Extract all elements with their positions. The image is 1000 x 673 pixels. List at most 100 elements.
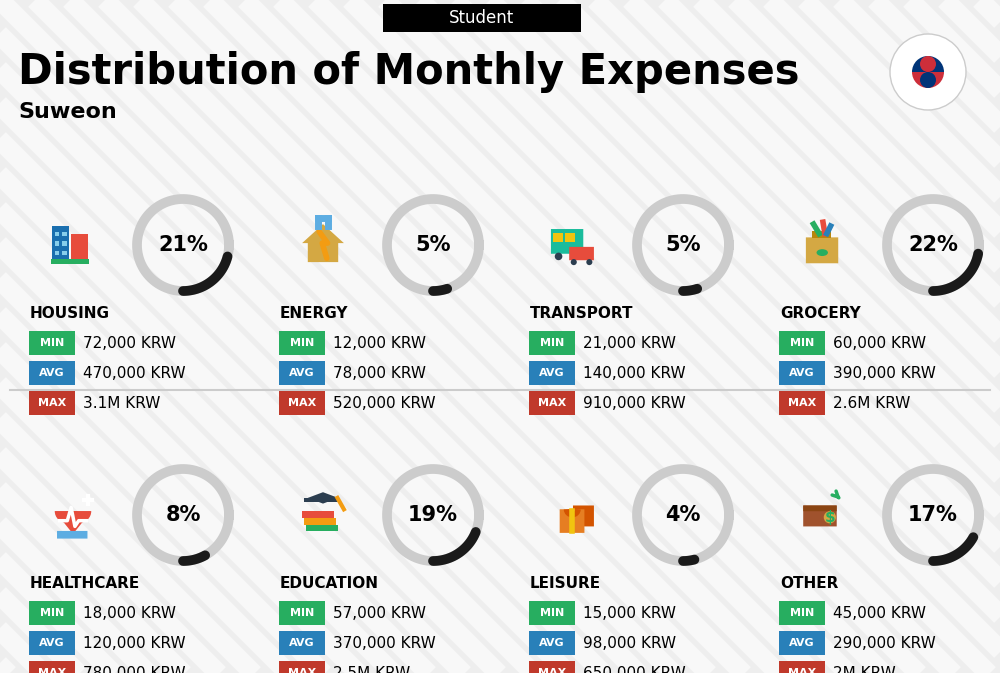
Text: MIN: MIN: [540, 608, 564, 618]
Text: 2M KRW: 2M KRW: [833, 666, 896, 673]
FancyBboxPatch shape: [551, 229, 583, 254]
Circle shape: [920, 72, 936, 88]
Text: EDUCATION: EDUCATION: [280, 575, 379, 590]
Text: $: $: [825, 509, 835, 525]
Wedge shape: [912, 72, 944, 88]
Text: AVG: AVG: [39, 638, 65, 648]
Text: 390,000 KRW: 390,000 KRW: [833, 365, 936, 380]
Text: MIN: MIN: [290, 608, 314, 618]
FancyBboxPatch shape: [779, 391, 825, 415]
FancyBboxPatch shape: [529, 391, 575, 415]
Text: MIN: MIN: [790, 338, 814, 348]
Polygon shape: [308, 492, 338, 503]
Text: MIN: MIN: [790, 608, 814, 618]
Text: 60,000 KRW: 60,000 KRW: [833, 336, 926, 351]
Text: 520,000 KRW: 520,000 KRW: [333, 396, 436, 411]
FancyBboxPatch shape: [569, 247, 594, 260]
FancyBboxPatch shape: [565, 233, 575, 242]
Text: MAX: MAX: [288, 398, 316, 408]
Text: 12,000 KRW: 12,000 KRW: [333, 336, 426, 351]
Text: MAX: MAX: [38, 398, 66, 408]
Text: 140,000 KRW: 140,000 KRW: [583, 365, 686, 380]
Text: 98,000 KRW: 98,000 KRW: [583, 635, 676, 651]
FancyBboxPatch shape: [529, 631, 575, 655]
FancyBboxPatch shape: [29, 661, 75, 673]
FancyBboxPatch shape: [803, 505, 837, 511]
FancyBboxPatch shape: [306, 525, 338, 532]
FancyBboxPatch shape: [51, 259, 89, 264]
Wedge shape: [912, 56, 944, 72]
Circle shape: [555, 252, 562, 260]
FancyBboxPatch shape: [29, 361, 75, 385]
FancyBboxPatch shape: [779, 631, 825, 655]
FancyBboxPatch shape: [779, 601, 825, 625]
Text: OTHER: OTHER: [780, 575, 838, 590]
Text: 78,000 KRW: 78,000 KRW: [333, 365, 426, 380]
FancyBboxPatch shape: [779, 361, 825, 385]
Circle shape: [571, 259, 577, 265]
FancyBboxPatch shape: [383, 4, 581, 32]
FancyBboxPatch shape: [560, 509, 584, 533]
Text: 18,000 KRW: 18,000 KRW: [83, 606, 176, 621]
Text: AVG: AVG: [289, 368, 315, 378]
Text: 3.1M KRW: 3.1M KRW: [83, 396, 160, 411]
Text: MIN: MIN: [40, 608, 64, 618]
FancyBboxPatch shape: [553, 233, 563, 242]
FancyBboxPatch shape: [304, 518, 336, 524]
Text: 21,000 KRW: 21,000 KRW: [583, 336, 676, 351]
FancyBboxPatch shape: [529, 601, 575, 625]
Text: AVG: AVG: [289, 638, 315, 648]
Text: 57,000 KRW: 57,000 KRW: [333, 606, 426, 621]
FancyBboxPatch shape: [812, 231, 831, 238]
Text: 910,000 KRW: 910,000 KRW: [583, 396, 686, 411]
Text: MAX: MAX: [538, 668, 566, 673]
Text: 120,000 KRW: 120,000 KRW: [83, 635, 186, 651]
FancyBboxPatch shape: [29, 601, 75, 625]
Text: 8%: 8%: [165, 505, 201, 525]
Text: 45,000 KRW: 45,000 KRW: [833, 606, 926, 621]
Text: MAX: MAX: [288, 668, 316, 673]
FancyBboxPatch shape: [279, 631, 325, 655]
FancyBboxPatch shape: [779, 331, 825, 355]
Circle shape: [890, 34, 966, 110]
Text: 15,000 KRW: 15,000 KRW: [583, 606, 676, 621]
Text: MIN: MIN: [40, 338, 64, 348]
Wedge shape: [55, 511, 78, 523]
FancyBboxPatch shape: [304, 498, 338, 503]
FancyBboxPatch shape: [779, 661, 825, 673]
Text: AVG: AVG: [39, 368, 65, 378]
Text: 4%: 4%: [665, 505, 701, 525]
Text: 2.5M KRW: 2.5M KRW: [333, 666, 410, 673]
FancyBboxPatch shape: [71, 234, 88, 260]
Text: 780,000 KRW: 780,000 KRW: [83, 666, 186, 673]
FancyBboxPatch shape: [62, 251, 67, 255]
FancyBboxPatch shape: [57, 531, 87, 538]
Text: Distribution of Monthly Expenses: Distribution of Monthly Expenses: [18, 51, 800, 93]
Circle shape: [920, 56, 936, 72]
Text: AVG: AVG: [789, 368, 815, 378]
Text: 17%: 17%: [908, 505, 958, 525]
FancyBboxPatch shape: [573, 505, 594, 526]
Text: TRANSPORT: TRANSPORT: [530, 306, 634, 320]
FancyBboxPatch shape: [55, 251, 59, 255]
FancyBboxPatch shape: [803, 505, 837, 526]
Circle shape: [586, 259, 592, 265]
Text: 2.6M KRW: 2.6M KRW: [833, 396, 910, 411]
FancyBboxPatch shape: [529, 661, 575, 673]
FancyBboxPatch shape: [279, 661, 325, 673]
Wedge shape: [68, 511, 91, 523]
FancyBboxPatch shape: [529, 331, 575, 355]
Text: MAX: MAX: [788, 668, 816, 673]
Text: 650,000 KRW: 650,000 KRW: [583, 666, 686, 673]
FancyBboxPatch shape: [302, 511, 334, 518]
Text: 5%: 5%: [665, 235, 701, 255]
Text: Student: Student: [449, 9, 515, 27]
FancyBboxPatch shape: [279, 331, 325, 355]
FancyBboxPatch shape: [806, 238, 838, 263]
Text: 22%: 22%: [908, 235, 958, 255]
Text: AVG: AVG: [789, 638, 815, 648]
FancyBboxPatch shape: [279, 361, 325, 385]
Text: LEISURE: LEISURE: [530, 575, 601, 590]
FancyBboxPatch shape: [52, 226, 69, 260]
Text: 72,000 KRW: 72,000 KRW: [83, 336, 176, 351]
